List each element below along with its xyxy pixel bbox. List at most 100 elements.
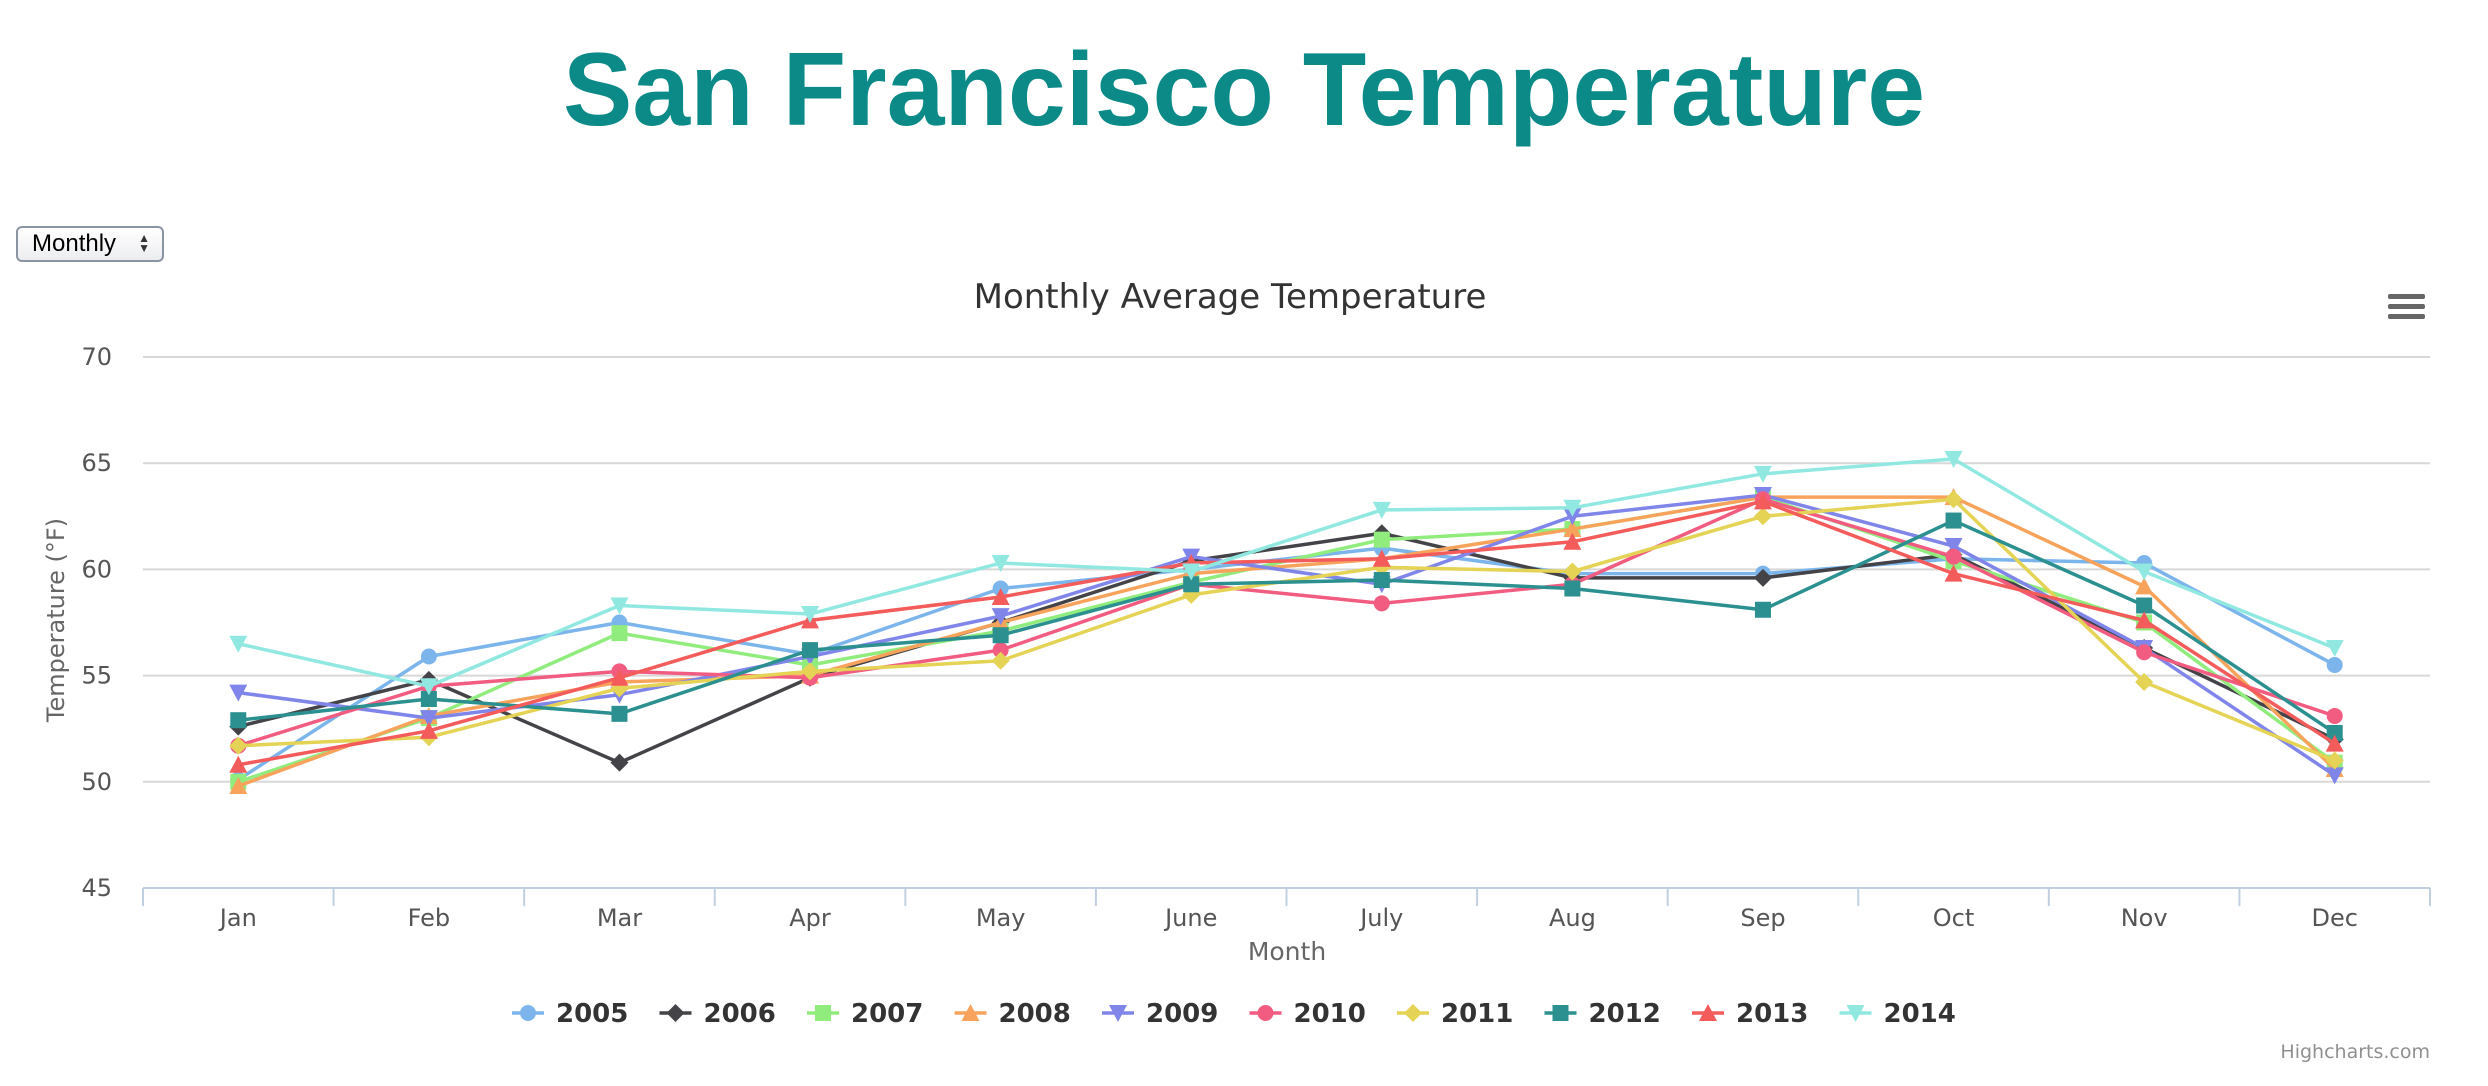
y-tick-label: 65	[81, 449, 112, 477]
data-point	[992, 627, 1009, 644]
legend-item-2007[interactable]: 2007	[807, 999, 923, 1029]
legend-label: 2013	[1736, 999, 1808, 1029]
x-tick-label: Nov	[2121, 904, 2168, 932]
data-point	[2136, 644, 2153, 661]
y-tick-label: 70	[81, 343, 112, 371]
legend-label: 2009	[1146, 999, 1218, 1029]
data-point	[991, 555, 1010, 573]
data-point	[1373, 531, 1390, 548]
data-point	[801, 662, 820, 681]
data-point	[229, 736, 248, 755]
data-point	[1754, 601, 1771, 618]
data-point	[230, 712, 247, 729]
page-title: San Francisco Temperature	[562, 32, 1926, 148]
x-tick-label: Feb	[408, 904, 451, 932]
series-2014	[229, 450, 2344, 696]
legend-label: 2010	[1294, 999, 1366, 1029]
series-line-2012	[236, 518, 2337, 735]
data-point	[1753, 465, 1772, 483]
y-axis: 45 50 55 60 65 70	[81, 343, 112, 902]
legend-label: 2006	[704, 999, 776, 1029]
data-point	[1563, 532, 1582, 550]
series-line-2005	[236, 546, 2337, 782]
data-point	[2326, 707, 2343, 724]
hamburger-menu-icon[interactable]	[2378, 290, 2438, 336]
data-point	[2325, 734, 2344, 752]
data-point	[1372, 549, 1391, 567]
y-axis-label: Temperature (°F)	[42, 518, 70, 723]
legend-item-2013[interactable]: 2013	[1692, 999, 1808, 1029]
x-tick-label: Dec	[2311, 904, 2357, 932]
legend-label: 2012	[1589, 999, 1661, 1029]
legend-item-2012[interactable]: 2012	[1544, 999, 1661, 1029]
y-tick-label: 60	[81, 555, 112, 583]
data-point	[610, 668, 629, 686]
legend-item-2014[interactable]: 2014	[1839, 999, 1956, 1029]
data-point	[801, 606, 820, 624]
legend-item-2005[interactable]: 2005	[512, 999, 628, 1029]
x-axis: Jan Feb Mar Apr May June July Aug Sep Oct Nov Dec	[142, 887, 2431, 932]
up-down-arrows-icon: ▲ ▼	[138, 231, 150, 255]
data-point	[610, 753, 629, 772]
legend-label: 2007	[851, 999, 923, 1029]
series	[229, 450, 2344, 795]
legend-marker	[666, 1004, 685, 1022]
legend-marker	[1699, 1004, 1717, 1021]
data-point	[1563, 499, 1582, 517]
legend-item-2006[interactable]: 2006	[659, 999, 776, 1029]
data-point	[992, 642, 1009, 659]
legend-marker	[1109, 1005, 1127, 1022]
x-tick-label: Sep	[1740, 904, 1785, 932]
series-line-2014	[236, 457, 2337, 688]
data-point	[1563, 562, 1582, 581]
data-point	[1753, 568, 1772, 587]
data-point	[2325, 767, 2344, 785]
data-point	[610, 597, 629, 615]
data-point	[2136, 597, 2153, 614]
data-point	[2135, 611, 2154, 629]
data-point	[1944, 564, 1963, 582]
legend-label: 2005	[556, 999, 628, 1029]
data-point	[2326, 656, 2343, 673]
series-line-2010	[236, 497, 2337, 748]
y-tick-label: 45	[81, 874, 112, 902]
y-tick-label: 55	[81, 662, 112, 690]
legend-marker	[1404, 1004, 1422, 1022]
data-point	[611, 625, 628, 642]
legend-item-2010[interactable]: 2010	[1249, 999, 1366, 1029]
legend-marker	[815, 1005, 831, 1021]
data-point	[1945, 512, 1962, 529]
legend-item-2009[interactable]: 2009	[1102, 999, 1218, 1029]
chart-title: Monthly Average Temperature	[974, 277, 1487, 317]
data-point	[2135, 563, 2154, 581]
data-point	[229, 777, 248, 795]
period-select[interactable]: Monthly ▲ ▼	[16, 226, 164, 262]
series-2012	[230, 512, 2343, 741]
x-tick-label: June	[1163, 904, 1217, 932]
data-point	[229, 755, 248, 773]
legend-item-2011[interactable]: 2011	[1397, 999, 1513, 1029]
x-tick-label: Oct	[1933, 904, 1975, 932]
series-line-2013	[236, 499, 2337, 767]
data-point	[1753, 507, 1772, 526]
data-point	[419, 721, 438, 739]
legend: 2005 2006 2007 2008 2009 2010 2011 2012 2013 2014	[512, 999, 1956, 1029]
legend-marker	[1257, 1005, 1274, 1021]
data-point	[611, 705, 628, 722]
data-point	[1372, 501, 1391, 519]
series-2008	[229, 488, 2344, 795]
credits[interactable]: Highcharts.com	[2280, 1041, 2430, 1063]
period-select-value: Monthly	[32, 230, 117, 257]
legend-marker	[1552, 1005, 1569, 1021]
data-point	[1945, 548, 1962, 565]
data-point	[419, 678, 438, 696]
data-point	[2326, 724, 2343, 741]
x-tick-label: July	[1358, 904, 1403, 932]
x-tick-label: Aug	[1549, 904, 1596, 932]
legend-item-2008[interactable]: 2008	[954, 999, 1071, 1029]
data-point	[1564, 580, 1581, 597]
data-point	[1563, 520, 1582, 538]
legend-label: 2008	[999, 999, 1071, 1029]
x-tick-label: Apr	[789, 904, 831, 932]
